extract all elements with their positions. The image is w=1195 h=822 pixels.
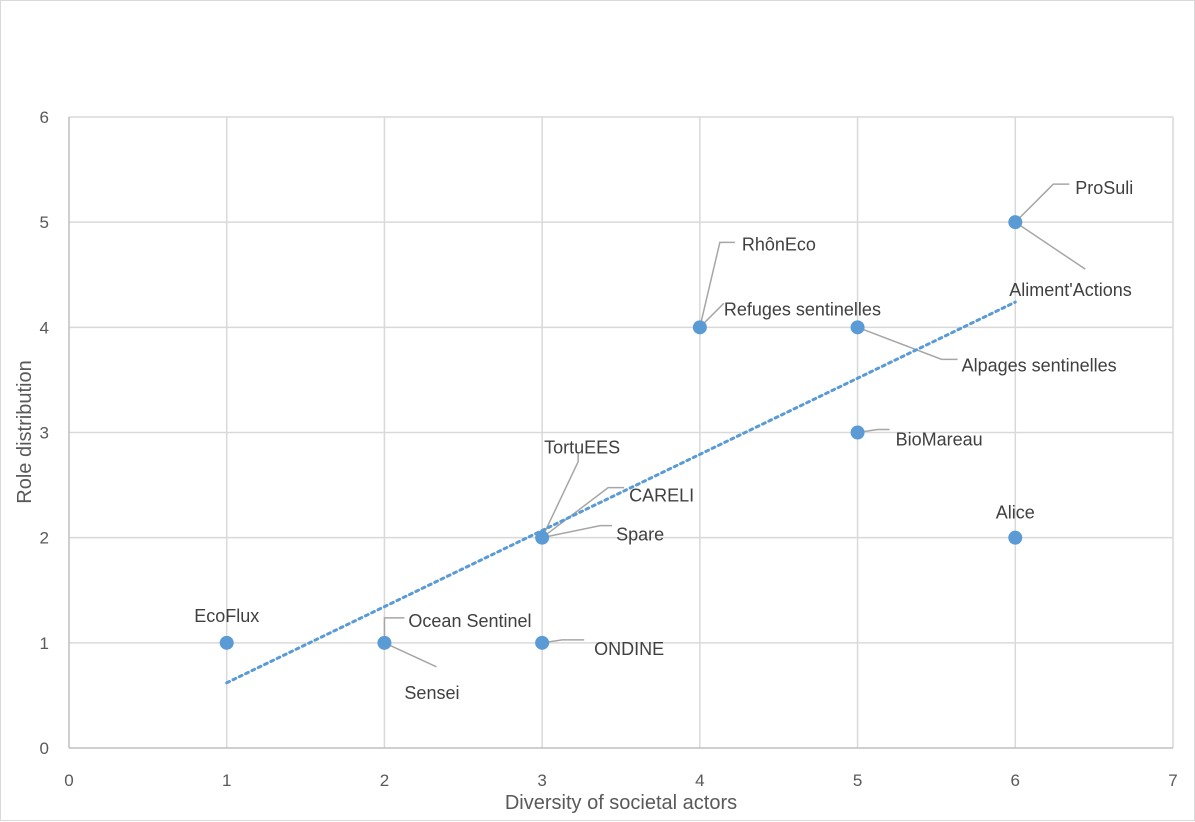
- x-tick-label: 0: [64, 771, 73, 790]
- point-label: RhônEco: [742, 234, 816, 254]
- y-tick-label: 3: [40, 424, 49, 443]
- x-tick-label: 5: [853, 771, 862, 790]
- data-point: [535, 530, 550, 545]
- y-tick-label: 0: [40, 739, 49, 758]
- y-tick-label: 4: [40, 318, 49, 337]
- point-labels: EcoFlux Ocean Sentinel Sensei ONDINE TortuEE…: [194, 178, 1133, 703]
- data-point: [377, 635, 392, 650]
- x-tick-label: 1: [222, 771, 231, 790]
- x-tick-label: 2: [380, 771, 389, 790]
- leader-line: [383, 617, 405, 643]
- trendline: [225, 300, 1017, 685]
- data-point: [1008, 530, 1023, 545]
- y-tick-label: 6: [40, 108, 49, 127]
- x-axis-title: Diversity of societal actors: [505, 792, 737, 814]
- x-tick-label: 3: [537, 771, 546, 790]
- point-label: ProSuli: [1075, 178, 1133, 198]
- point-label: Sensei: [404, 683, 459, 703]
- data-point: [535, 635, 550, 650]
- trendline-line: [225, 300, 1017, 685]
- y-tick-label: 5: [40, 213, 49, 232]
- y-tick-label: 2: [40, 529, 49, 548]
- point-label: ONDINE: [594, 639, 664, 659]
- data-point: [219, 635, 234, 650]
- point-label: EcoFlux: [194, 606, 259, 626]
- leader-line: [1014, 183, 1070, 223]
- data-point: [850, 320, 865, 335]
- leader-line: [384, 642, 437, 668]
- data-point: [692, 320, 707, 335]
- point-label: Aliment'Actions: [1009, 280, 1131, 300]
- y-axis-title: Role distribution: [14, 360, 36, 503]
- axis-ticks: 0 1 2 3 4 5 6 7 0 1 2 3 4 5 6: [40, 108, 1178, 790]
- leader-line: [541, 524, 613, 539]
- point-label: Alpages sentinelles: [962, 355, 1117, 375]
- leader-line: [699, 241, 735, 328]
- point-label: Ocean Sentinel: [408, 611, 531, 631]
- data-points: [219, 215, 1023, 650]
- x-tick-label: 7: [1168, 771, 1177, 790]
- point-label: BioMareau: [896, 430, 983, 450]
- leader-line: [857, 326, 958, 361]
- point-label: Spare: [616, 525, 664, 545]
- leader-line: [1014, 221, 1086, 270]
- x-tick-label: 6: [1011, 771, 1020, 790]
- point-label: CARELI: [629, 486, 694, 506]
- y-tick-label: 1: [40, 634, 49, 653]
- leader-line: [541, 453, 579, 538]
- x-tick-label: 4: [695, 771, 704, 790]
- leader-lines: [383, 183, 1086, 668]
- point-label: TortuEES: [544, 438, 620, 458]
- point-label: Alice: [996, 503, 1035, 523]
- point-label: Refuges sentinelles: [724, 299, 881, 319]
- data-point: [850, 425, 865, 440]
- data-point: [1008, 215, 1023, 230]
